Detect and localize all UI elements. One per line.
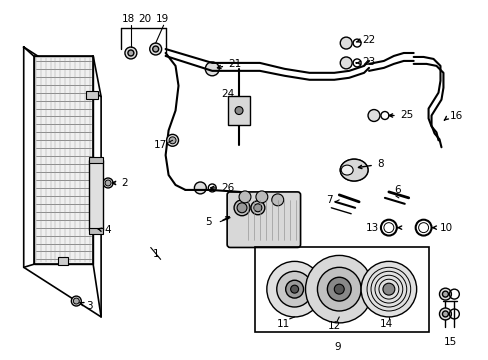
Text: 12: 12 <box>327 321 340 331</box>
Text: 2: 2 <box>121 178 127 188</box>
Circle shape <box>253 204 262 212</box>
Circle shape <box>105 180 111 186</box>
Bar <box>254 247 427 332</box>
Circle shape <box>255 191 267 203</box>
Text: 18: 18 <box>122 14 135 24</box>
Circle shape <box>73 298 79 304</box>
Circle shape <box>326 277 350 301</box>
Circle shape <box>334 284 344 294</box>
Circle shape <box>194 182 206 194</box>
Circle shape <box>237 203 246 213</box>
Circle shape <box>317 267 360 311</box>
Circle shape <box>71 296 81 306</box>
Text: 8: 8 <box>376 159 383 169</box>
Text: 1: 1 <box>152 249 159 260</box>
Circle shape <box>205 62 219 76</box>
Text: 22: 22 <box>361 35 375 45</box>
Text: 20: 20 <box>138 14 151 24</box>
Text: 17: 17 <box>154 140 167 150</box>
Bar <box>89 228 103 234</box>
Text: 10: 10 <box>439 222 452 233</box>
Text: 7: 7 <box>325 195 332 205</box>
Ellipse shape <box>340 159 367 181</box>
Circle shape <box>340 57 351 69</box>
Circle shape <box>124 47 137 59</box>
Circle shape <box>128 50 134 56</box>
Text: 21: 21 <box>228 59 241 69</box>
Circle shape <box>439 308 450 320</box>
Circle shape <box>266 261 322 317</box>
Circle shape <box>152 46 158 52</box>
Text: 19: 19 <box>156 14 169 24</box>
Ellipse shape <box>341 165 352 175</box>
Circle shape <box>169 137 176 144</box>
Text: 9: 9 <box>333 342 340 352</box>
Text: 6: 6 <box>393 185 400 195</box>
Text: 25: 25 <box>399 109 412 120</box>
Text: 13: 13 <box>365 222 378 233</box>
Text: 5: 5 <box>205 217 211 227</box>
Circle shape <box>103 178 113 188</box>
Text: 15: 15 <box>443 337 456 347</box>
Text: 14: 14 <box>380 319 393 329</box>
Circle shape <box>360 261 416 317</box>
Bar <box>34 56 93 264</box>
Bar <box>86 91 98 99</box>
Circle shape <box>250 201 264 215</box>
Circle shape <box>305 255 372 323</box>
Circle shape <box>239 191 250 203</box>
Text: 24: 24 <box>221 89 234 99</box>
FancyBboxPatch shape <box>226 192 300 247</box>
Bar <box>89 157 103 163</box>
Circle shape <box>340 37 351 49</box>
Circle shape <box>290 285 298 293</box>
Circle shape <box>271 194 283 206</box>
Text: 26: 26 <box>221 183 234 193</box>
Circle shape <box>439 288 450 300</box>
Bar <box>89 160 103 230</box>
Circle shape <box>149 43 162 55</box>
Text: 16: 16 <box>448 112 462 121</box>
Text: 3: 3 <box>86 301 93 311</box>
Circle shape <box>166 134 178 146</box>
Bar <box>228 96 249 125</box>
Circle shape <box>234 200 249 216</box>
Circle shape <box>285 280 303 298</box>
Circle shape <box>442 311 447 317</box>
Circle shape <box>235 107 243 114</box>
Text: 23: 23 <box>361 57 375 67</box>
Circle shape <box>367 109 379 121</box>
Circle shape <box>382 283 394 295</box>
Text: 11: 11 <box>277 319 290 329</box>
Bar <box>59 257 68 265</box>
Circle shape <box>442 291 447 297</box>
Circle shape <box>90 224 98 231</box>
Text: 4: 4 <box>104 225 110 235</box>
Bar <box>34 56 93 264</box>
Circle shape <box>276 271 312 307</box>
